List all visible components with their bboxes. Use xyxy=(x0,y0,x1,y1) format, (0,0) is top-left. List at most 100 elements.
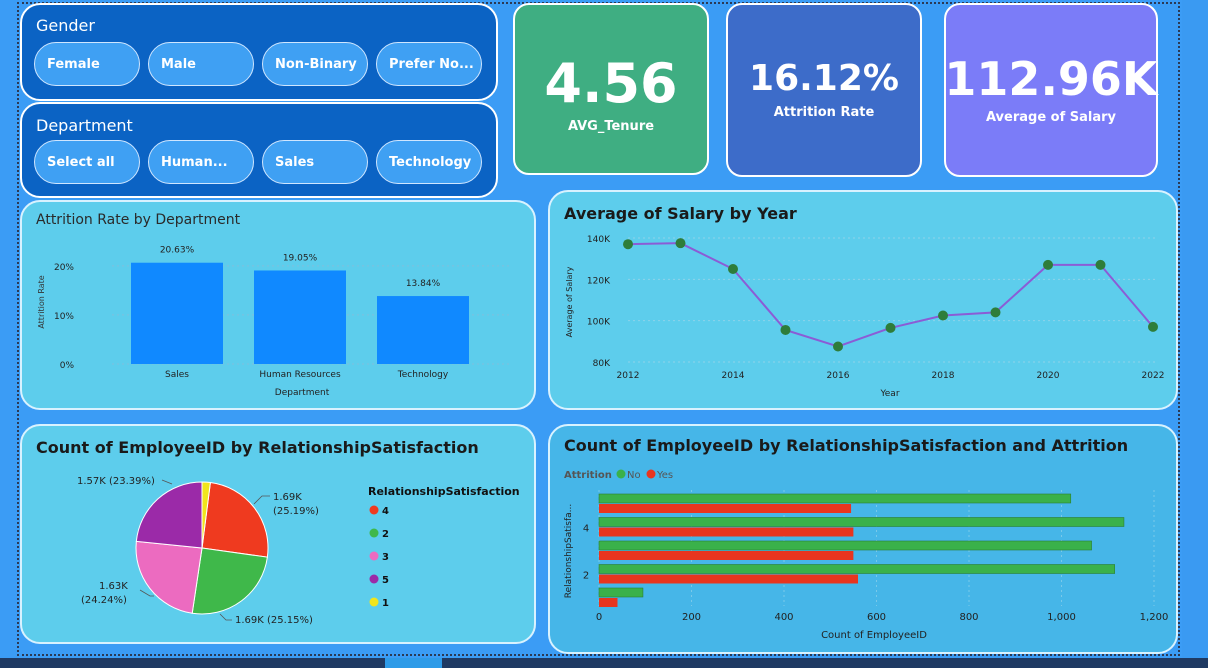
attrition-chart-title: Attrition Rate by Department xyxy=(36,212,241,228)
salary-point-2020 xyxy=(1043,259,1053,270)
salary-point-2015 xyxy=(780,324,791,335)
hbar-yes-2 xyxy=(599,574,858,584)
bar-xtick-label: Sales xyxy=(165,370,189,380)
pie-data-label: 1.69K xyxy=(273,492,302,503)
bar-data-label: 20.63% xyxy=(160,246,195,256)
pie-legend-dot-1 xyxy=(369,597,379,607)
salary-chart-title: Average of Salary by Year xyxy=(564,204,797,223)
hbar-legend-title: Attrition xyxy=(564,470,612,481)
bar-department-2 xyxy=(377,296,469,364)
hbar-ytick-label: 4 xyxy=(583,524,589,535)
kpi-avg-salary: 112.96K Average of Salary xyxy=(944,3,1158,177)
pie-leader-line xyxy=(253,495,270,505)
line-xaxis-title: Year xyxy=(879,389,899,399)
salary-point-2017 xyxy=(885,322,896,333)
kpi-attrition-rate-label: Attrition Rate xyxy=(773,104,875,120)
bar-department-1 xyxy=(254,270,346,364)
bar-yaxis-title: Attrition Rate xyxy=(37,275,46,328)
kpi-avg-tenure-label: AVG_Tenure xyxy=(567,118,655,134)
pie-legend-dot-2 xyxy=(369,528,379,538)
kpi-avg-tenure-value: 4.56 xyxy=(544,51,678,115)
hbar-yes-5 xyxy=(599,504,852,513)
pie-chart-title: Count of EmployeeID by RelationshipSatis… xyxy=(36,438,479,457)
pie-legend-label: 2 xyxy=(382,529,389,540)
hbar-xtick-label: 600 xyxy=(867,612,886,623)
hbar-legend-label: Yes xyxy=(656,470,673,481)
department-option-select-all[interactable]: Select all xyxy=(34,140,140,184)
pie-legend-title: RelationshipSatisfaction xyxy=(368,485,520,498)
gender-option-male[interactable]: Male xyxy=(148,42,254,86)
pie-slice-3 xyxy=(135,540,203,614)
hbar-chart-title: Count of EmployeeID by RelationshipSatis… xyxy=(564,436,1129,455)
bar-department-0 xyxy=(131,262,223,364)
pie-legend-label: 5 xyxy=(382,575,389,586)
hbar-no-3 xyxy=(598,540,1092,551)
hbar-xtick-label: 1,200 xyxy=(1140,612,1169,623)
salary-line-chart: 80K 100K 120K 140K 2012 2014 2016 2018 2020 2022 Y… xyxy=(565,235,1165,399)
line-ytick-label: 80K xyxy=(593,359,611,369)
bar-xtick-label: Human Resources xyxy=(259,370,341,380)
hbar-xtick-label: 800 xyxy=(959,612,978,623)
pie-data-label: 1.63K xyxy=(99,581,128,592)
hbar-xtick-label: 200 xyxy=(682,612,701,623)
bar-xaxis-title: Department xyxy=(275,388,330,398)
department-option-sales[interactable]: Sales xyxy=(262,140,368,184)
page-tab[interactable] xyxy=(385,658,442,668)
pie-data-label: (24.24%) xyxy=(81,595,127,606)
pie-legend-dot-3 xyxy=(369,551,379,561)
hbar-no-2 xyxy=(598,564,1115,574)
relationship-pie-card: Count of EmployeeID by RelationshipSatis… xyxy=(20,424,536,644)
bar-data-label: 13.84% xyxy=(406,279,441,289)
hbar-yes-3 xyxy=(599,551,854,560)
pie-legend-label: 3 xyxy=(382,552,389,563)
pie-legend-dot-5 xyxy=(369,574,379,584)
pie-legend-label: 4 xyxy=(382,506,389,517)
gender-slicer: Gender Female Male Non-Binary Prefer No.… xyxy=(20,3,498,101)
pie-leader-line xyxy=(219,613,232,621)
salary-point-2013 xyxy=(675,238,686,249)
salary-by-year-card: Average of Salary by Year 80K 100K 120K 140… xyxy=(548,190,1178,410)
attrition-bar-chart: 0% 10% 20% 20.63% Sales 19.05% Human Resources… xyxy=(37,246,512,398)
bar-data-label: 19.05% xyxy=(283,253,318,263)
line-xtick-label: 2014 xyxy=(722,371,745,381)
gender-option-female[interactable]: Female xyxy=(34,42,140,86)
salary-point-2021 xyxy=(1095,259,1106,270)
pie-slice-2 xyxy=(191,547,268,615)
hbar-xaxis-title: Count of EmployeeID xyxy=(821,630,927,641)
line-ytick-label: 140K xyxy=(587,235,611,245)
pie-slice-5 xyxy=(135,481,203,549)
gender-option-prefer-not[interactable]: Prefer No... xyxy=(376,42,482,86)
bar-ytick-label: 0% xyxy=(60,361,75,371)
kpi-avg-tenure: 4.56 AVG_Tenure xyxy=(513,3,709,175)
pie-leader-line xyxy=(139,589,154,597)
department-slicer: Department Select all Human... Sales Tec… xyxy=(20,102,498,198)
line-ytick-label: 120K xyxy=(587,276,611,286)
line-yaxis-title: Average of Salary xyxy=(565,266,574,337)
department-option-human[interactable]: Human... xyxy=(148,140,254,184)
bar-xtick-label: Technology xyxy=(397,370,449,380)
salary-point-2014 xyxy=(728,264,738,274)
line-xtick-label: 2022 xyxy=(1142,371,1165,381)
relationship-attrition-bar-chart: Attrition No Yes 0 200 400 600 800 1,000 1,200 4 2 C… xyxy=(564,469,1169,641)
pie-slice-4 xyxy=(201,481,269,558)
right-scroll-strip xyxy=(1182,0,1208,668)
line-ytick-label: 100K xyxy=(587,318,611,328)
gender-option-non-binary[interactable]: Non-Binary xyxy=(262,42,368,86)
line-xtick-label: 2020 xyxy=(1037,371,1060,381)
salary-point-2018 xyxy=(938,310,948,321)
department-option-technology[interactable]: Technology xyxy=(376,140,482,184)
hbar-xtick-label: 0 xyxy=(596,612,602,623)
hbar-yes-4 xyxy=(599,527,854,537)
page-tab-bar xyxy=(0,658,1208,668)
pie-legend-dot-4 xyxy=(369,505,379,515)
kpi-attrition-rate-value: 16.12% xyxy=(749,57,899,99)
hbar-no-1 xyxy=(598,587,644,598)
relationship-pie-chart: 1.69K (25.19%) 1.69K (25.15%) 1.63K (24.24%)… xyxy=(77,476,520,626)
pie-data-label: (25.19%) xyxy=(273,506,319,517)
department-slicer-title: Department xyxy=(36,116,133,135)
attrition-by-department-card: Attrition Rate by Department 0% 10% 20% 20.… xyxy=(20,200,536,410)
hbar-yaxis-title: RelationshipSatisfa... xyxy=(564,504,574,598)
gender-slicer-title: Gender xyxy=(36,16,95,35)
hbar-no-4 xyxy=(598,517,1125,527)
relationship-attrition-card: Count of EmployeeID by RelationshipSatis… xyxy=(548,424,1178,654)
